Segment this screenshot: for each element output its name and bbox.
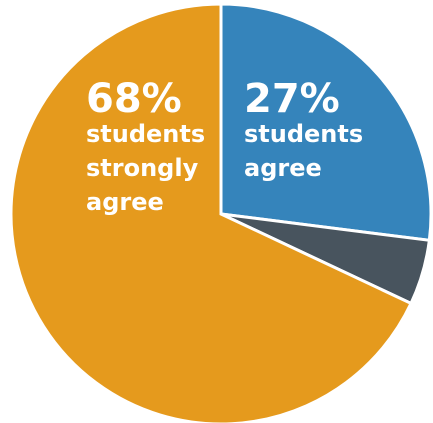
slice-0-description-line-0: students (244, 120, 363, 148)
pie-slice-2 (9, 2, 414, 423)
slices-layer (9, 2, 433, 423)
slice-2-description-line-1: strongly (86, 154, 199, 182)
slice-2-percent-label: 68% (86, 76, 182, 122)
slice-2-description-line-2: agree (86, 188, 164, 216)
pie-slice-0 (219, 2, 433, 242)
slice-2-description-line-0: students (86, 120, 205, 148)
slice-0-percent-label: 27% (244, 76, 340, 122)
slice-0-description-line-1: agree (244, 154, 322, 182)
